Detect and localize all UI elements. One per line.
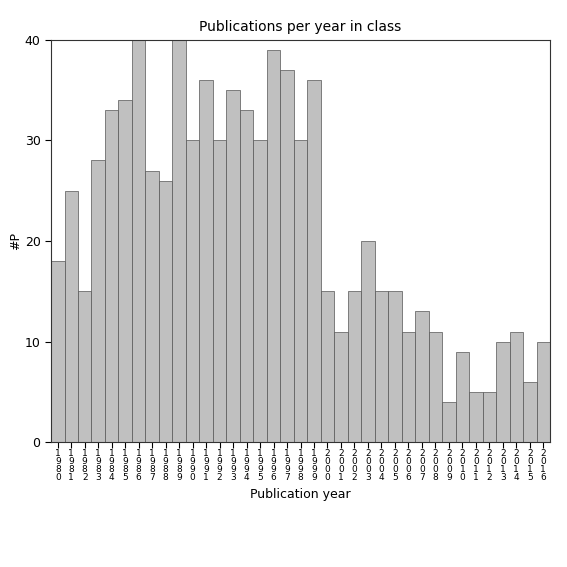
Bar [172, 40, 186, 442]
Bar [375, 291, 388, 442]
Bar [321, 291, 334, 442]
Bar [456, 352, 469, 442]
Bar [334, 332, 348, 442]
Bar [65, 191, 78, 442]
Bar [307, 80, 321, 442]
Bar [280, 70, 294, 442]
Bar [469, 392, 483, 442]
Bar [240, 110, 253, 442]
Bar [483, 392, 496, 442]
Bar [119, 100, 132, 442]
Bar [105, 110, 119, 442]
Bar [348, 291, 361, 442]
Bar [78, 291, 91, 442]
Bar [267, 50, 280, 442]
Bar [213, 141, 226, 442]
Bar [361, 241, 375, 442]
Bar [429, 332, 442, 442]
Bar [186, 141, 200, 442]
Bar [226, 90, 240, 442]
Bar [132, 40, 145, 442]
Bar [401, 332, 415, 442]
Bar [510, 332, 523, 442]
Bar [51, 261, 65, 442]
Title: Publications per year in class: Publications per year in class [200, 20, 401, 35]
Bar [145, 171, 159, 442]
Bar [200, 80, 213, 442]
Bar [91, 160, 105, 442]
Bar [536, 341, 550, 442]
Bar [294, 141, 307, 442]
Bar [496, 341, 510, 442]
Bar [415, 311, 429, 442]
Y-axis label: #P: #P [9, 232, 22, 250]
Bar [442, 402, 456, 442]
Bar [253, 141, 267, 442]
Bar [159, 180, 172, 442]
Bar [388, 291, 401, 442]
Bar [523, 382, 536, 442]
X-axis label: Publication year: Publication year [250, 488, 351, 501]
